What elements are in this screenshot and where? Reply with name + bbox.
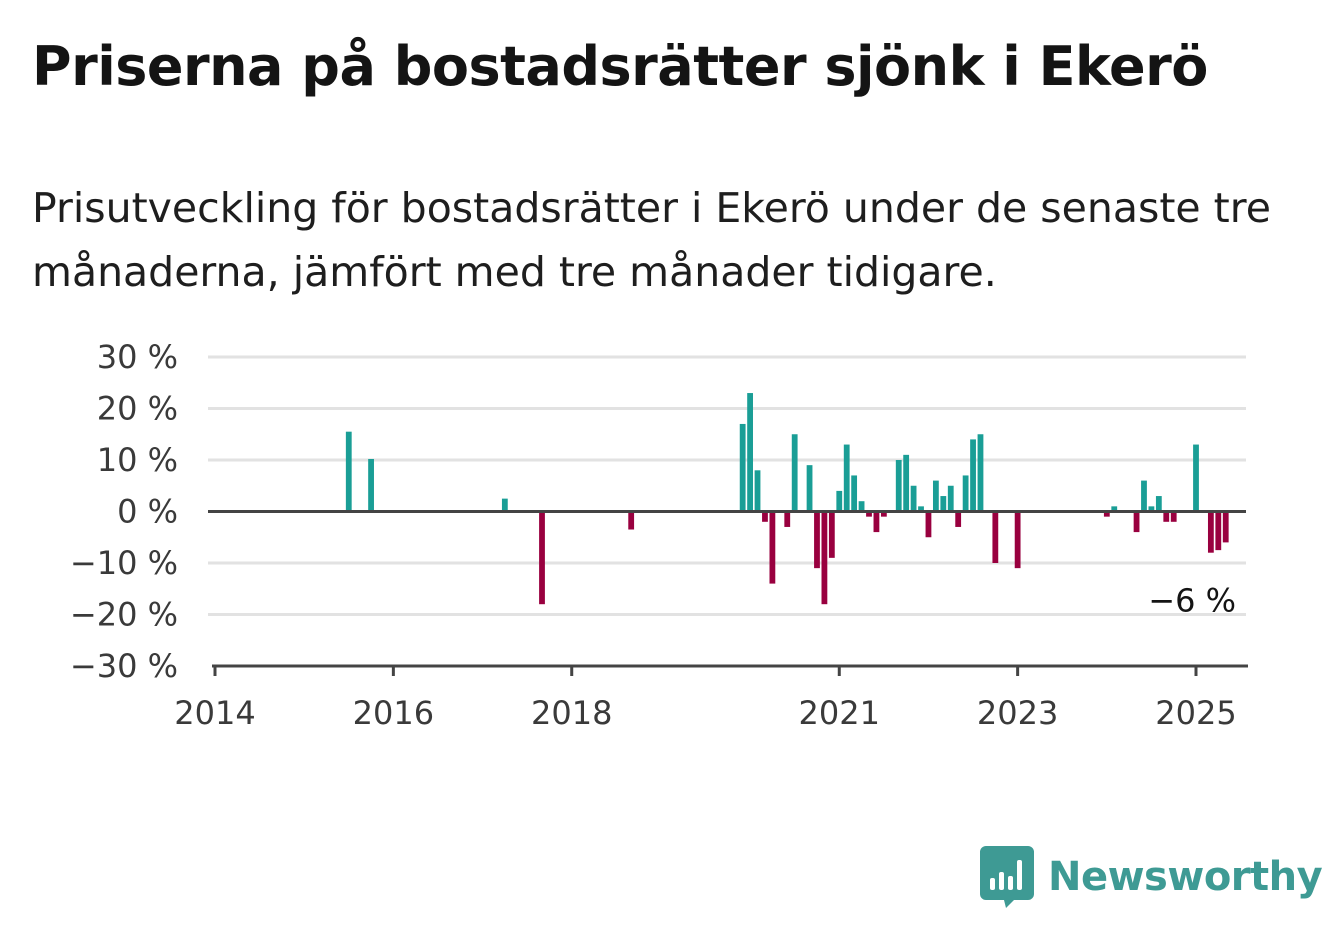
bar (918, 506, 924, 512)
bar (747, 393, 753, 512)
bar (858, 501, 865, 512)
bar (880, 511, 887, 517)
y-tick-label: −30 % (70, 647, 178, 685)
bars (345, 393, 1229, 605)
bar (806, 465, 813, 512)
bar (1222, 511, 1229, 543)
bar (1155, 496, 1162, 512)
x-tick-label: 2018 (531, 694, 612, 732)
bar (501, 498, 508, 512)
bar (1148, 506, 1155, 512)
bar (970, 439, 976, 512)
y-tick-label: 10 % (97, 441, 178, 479)
x-tick-label: 2021 (799, 694, 880, 732)
bar (962, 475, 969, 512)
bar (925, 511, 932, 538)
bar (762, 511, 768, 522)
bar (1193, 444, 1199, 512)
y-tick-label: 30 % (97, 338, 178, 376)
bar (1103, 511, 1110, 517)
bar (947, 485, 954, 512)
bar (836, 490, 843, 512)
brand-name: Newsworthy (1048, 854, 1322, 900)
newsworthy-logo: Newsworthy (980, 846, 1322, 908)
bar (368, 458, 374, 512)
bar (851, 475, 858, 512)
bar (628, 511, 635, 530)
bar (791, 434, 798, 512)
chart-subtitle: Prisutveckling för bostadsrätter i Ekerö… (32, 184, 1271, 296)
grid-lines (208, 355, 1246, 616)
bar (769, 511, 776, 584)
y-tick-label: −10 % (70, 544, 178, 582)
bar (955, 511, 962, 527)
x-tick-label: 2016 (353, 694, 434, 732)
bar (739, 423, 746, 512)
chart-title: Priserna på bostadsrätter sjönk i Ekerö (32, 35, 1208, 98)
bar (828, 511, 835, 558)
bar (1133, 511, 1140, 533)
bar (903, 454, 910, 512)
bar (1170, 511, 1177, 522)
y-tick-label: 20 % (97, 390, 178, 428)
x-tick-label: 2014 (174, 694, 255, 732)
bar (821, 511, 828, 605)
last-value-label: −6 % (1148, 581, 1236, 619)
bar (910, 485, 917, 512)
bar (1163, 511, 1170, 522)
bar (1014, 511, 1021, 569)
bar (977, 434, 984, 512)
bar (1111, 506, 1118, 512)
bar (940, 496, 947, 512)
y-tick-label: −20 % (70, 596, 178, 634)
bar (1207, 511, 1214, 553)
bar (814, 511, 820, 569)
bar-chart: 30 % 20 % 10 % 0 % −10 % −20 % −30 % 2014 2016 20… (70, 338, 1248, 732)
x-tick-label: 2025 (1155, 694, 1236, 732)
bar (345, 431, 352, 512)
bar (843, 444, 850, 512)
x-tick-label: 2023 (977, 694, 1058, 732)
bar (1215, 511, 1222, 551)
bar (784, 511, 791, 527)
bar (873, 511, 880, 533)
bar (754, 470, 761, 512)
bar (932, 480, 939, 512)
axes (208, 510, 1248, 676)
bar (866, 511, 872, 517)
bar (992, 511, 999, 563)
y-tick-label: 0 % (117, 493, 178, 531)
bar (1141, 480, 1147, 512)
bar (895, 460, 902, 512)
tick-labels: 30 % 20 % 10 % 0 % −10 % −20 % −30 % 2014 2016 20… (70, 338, 1237, 732)
bar-chart-speech-bubble-icon (980, 846, 1034, 908)
bar (539, 511, 545, 605)
